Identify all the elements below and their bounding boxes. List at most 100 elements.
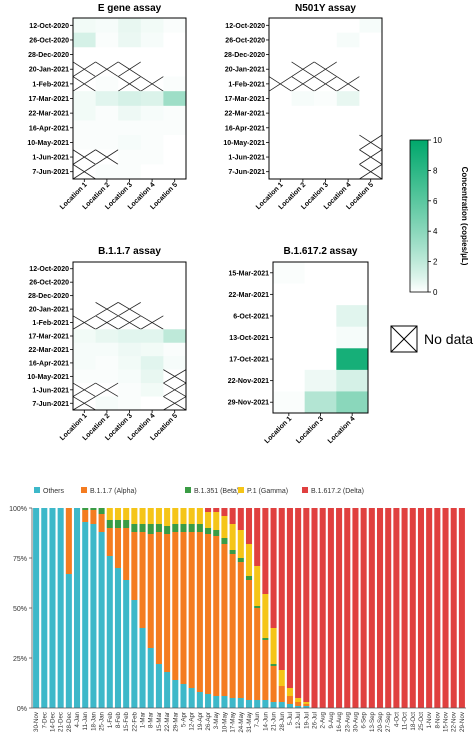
- heatmap-cell: [336, 91, 360, 107]
- heatmap-cell: [359, 18, 383, 33]
- x-tick-label: 12-Apr: [189, 712, 196, 731]
- bar-segment: [213, 696, 220, 708]
- bar-segment: [254, 700, 261, 708]
- x-tick-label: 25-Jan: [99, 711, 106, 730]
- row-label: 1-Jun-2021: [32, 387, 69, 394]
- bar-segment: [82, 522, 89, 708]
- row-label: 20-Jan-2021: [29, 67, 69, 74]
- heatmap-cell: [273, 369, 305, 392]
- heatmap-cell: [291, 164, 315, 180]
- bar-segment: [131, 524, 138, 532]
- heatmap-title: N501Y assay: [295, 3, 356, 14]
- no-data-cross-line: [72, 382, 96, 397]
- heatmap-cell: [118, 105, 142, 121]
- heatmap-cell: [336, 326, 369, 349]
- heatmap-cell: [304, 305, 337, 328]
- heatmap-cell: [95, 32, 119, 48]
- no-data-cross-line: [291, 76, 315, 92]
- bar-segment: [237, 508, 244, 530]
- bar-segment: [368, 508, 375, 708]
- row-label: 17-Oct-2021: [229, 357, 269, 364]
- heatmap-cell: [336, 120, 360, 136]
- x-tick-label: 15-Feb: [123, 711, 130, 731]
- heatmap-cell: [73, 275, 96, 290]
- no-data-cross-line: [72, 149, 96, 165]
- bar-segment: [131, 600, 138, 708]
- row-label: 10-May-2021: [27, 140, 69, 147]
- legend-swatch: [302, 487, 308, 493]
- heatmap-cell: [140, 164, 164, 180]
- heatmap-cell: [291, 149, 315, 165]
- bar-segment: [311, 508, 318, 708]
- heatmap-cell: [273, 283, 305, 306]
- bar-segment: [139, 508, 146, 524]
- no-data-cross-line: [95, 149, 119, 165]
- heatmap-cell: [163, 356, 187, 370]
- x-tick-label: 8-Feb: [115, 711, 122, 728]
- heatmap-cell: [140, 275, 164, 290]
- heatmap-cell: [163, 164, 187, 180]
- x-tick-label: 18-Oct: [410, 712, 417, 731]
- legend-swatch: [238, 487, 244, 493]
- variant-stacked-bar-chart: Others B.1.1.7 (Alpha) B.1.351 (Beta) P.1 (…: [9, 487, 466, 733]
- no-data-cross-line: [95, 315, 119, 330]
- bar-segment: [286, 508, 293, 688]
- x-tick-label: 20-Sep: [377, 711, 384, 732]
- x-tick-label: 13-Sep: [369, 711, 376, 732]
- row-label: 10-May-2021: [223, 140, 265, 147]
- bar-segment: [205, 534, 212, 694]
- bar-segment: [180, 684, 187, 708]
- x-tick-label: 14-Jun: [262, 711, 269, 730]
- bar-segment: [139, 628, 146, 708]
- heatmap-b117: B.1.1.7 assay 12-Oct-2020 26-Oct-2020 28-De…: [27, 246, 187, 442]
- heatmap-cell: [73, 262, 96, 276]
- heatmap-cell: [95, 47, 119, 63]
- heatmap-cell: [336, 262, 369, 284]
- x-tick-label: 11-Oct: [402, 712, 409, 730]
- bar-segment: [188, 532, 195, 688]
- x-tick-label: 15-Mar: [156, 712, 163, 732]
- column-label: Location 3: [295, 415, 325, 445]
- bar-segment: [385, 508, 392, 708]
- heatmap-cell: [336, 391, 369, 414]
- heatmap-cell: [95, 105, 119, 121]
- bar-segment: [90, 524, 97, 708]
- bar-segment: [237, 698, 244, 708]
- no-data-swatch-line: [390, 325, 418, 353]
- heatmap-cell: [163, 342, 187, 357]
- heatmap-cell: [304, 369, 337, 392]
- bar-segment: [123, 528, 130, 580]
- heatmap-cell: [73, 342, 96, 357]
- row-label: 15-Mar-2021: [229, 270, 270, 277]
- heatmap-cell: [336, 47, 360, 63]
- bar-segment: [245, 508, 253, 544]
- bar-segment: [262, 700, 269, 708]
- x-tick-label: 2-Aug: [320, 711, 327, 728]
- bar-segment: [49, 508, 56, 708]
- bar-segment: [180, 508, 187, 524]
- no-data-legend: No data: [390, 325, 473, 353]
- heatmap-cell: [314, 135, 338, 151]
- bar-segment: [245, 580, 253, 700]
- x-tick-label: 31-May: [246, 711, 253, 733]
- heatmap-cell: [336, 32, 360, 48]
- bar-segment: [98, 514, 105, 532]
- x-tick-label: 1-Mar: [140, 712, 147, 728]
- heatmap-cell: [273, 326, 305, 349]
- bar-segment: [172, 524, 179, 532]
- heatmap-title: E gene assay: [98, 3, 162, 14]
- bar-segment: [229, 698, 236, 708]
- heatmap-cell: [95, 369, 119, 384]
- no-data-cross-line: [163, 396, 187, 411]
- heatmap-cell: [73, 91, 96, 107]
- bar-segment: [319, 508, 326, 708]
- heatmap-cell: [140, 288, 164, 303]
- row-label: 12-Oct-2020: [29, 23, 69, 30]
- bar-segment: [155, 664, 162, 708]
- bar-segment: [147, 524, 154, 534]
- bar-segment: [278, 508, 285, 670]
- bar-segment: [98, 532, 105, 708]
- heatmap-cell: [314, 91, 338, 107]
- legend-label: P.1 (Gamma): [247, 488, 288, 495]
- bar-segment: [57, 508, 64, 708]
